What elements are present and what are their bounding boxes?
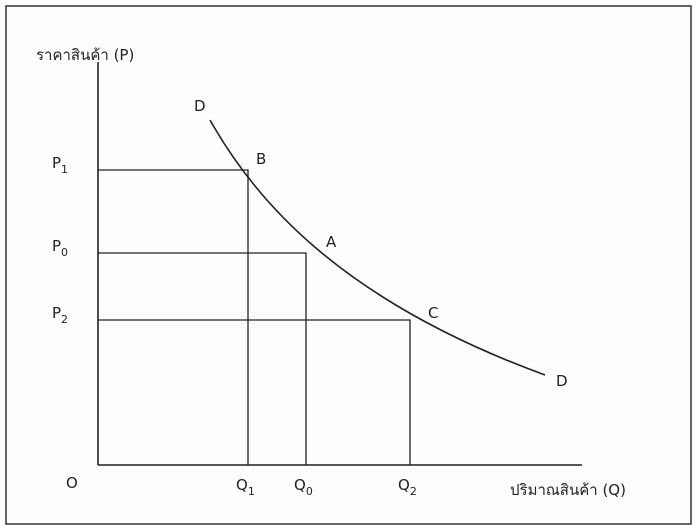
price-base: P [52,237,61,255]
point-label: C [428,304,438,322]
price-sub: 2 [61,313,68,326]
price-label: P0 [52,237,68,259]
guide-line [98,319,411,465]
frame [5,5,692,525]
x-axis-label: ปริมาณสินค้า (Q) [510,481,626,499]
curve-label: D [556,372,568,390]
y-axis-label: ราคาสินค้า (P) [36,46,134,64]
quantity-base: Q [294,476,306,494]
quantity-label: Q2 [398,476,417,498]
quantity-sub: 0 [306,485,313,498]
price-base: P [52,304,61,322]
curve-label: D [194,97,206,115]
quantity-label: Q0 [294,476,313,498]
point-label: B [256,150,266,168]
point-label: A [326,233,337,251]
price-label: P1 [52,154,68,176]
origin-label: O [66,474,78,492]
quantity-label: Q1 [236,476,255,498]
guide-line [98,169,249,465]
price-sub: 0 [61,246,68,259]
quantity-base: Q [398,476,410,494]
price-label: P2 [52,304,68,326]
demand-curve [209,119,546,376]
price-base: P [52,154,61,172]
price-sub: 1 [61,163,68,176]
guide-line [98,252,307,465]
quantity-base: Q [236,476,248,494]
quantity-sub: 2 [410,485,417,498]
quantity-sub: 1 [248,485,255,498]
